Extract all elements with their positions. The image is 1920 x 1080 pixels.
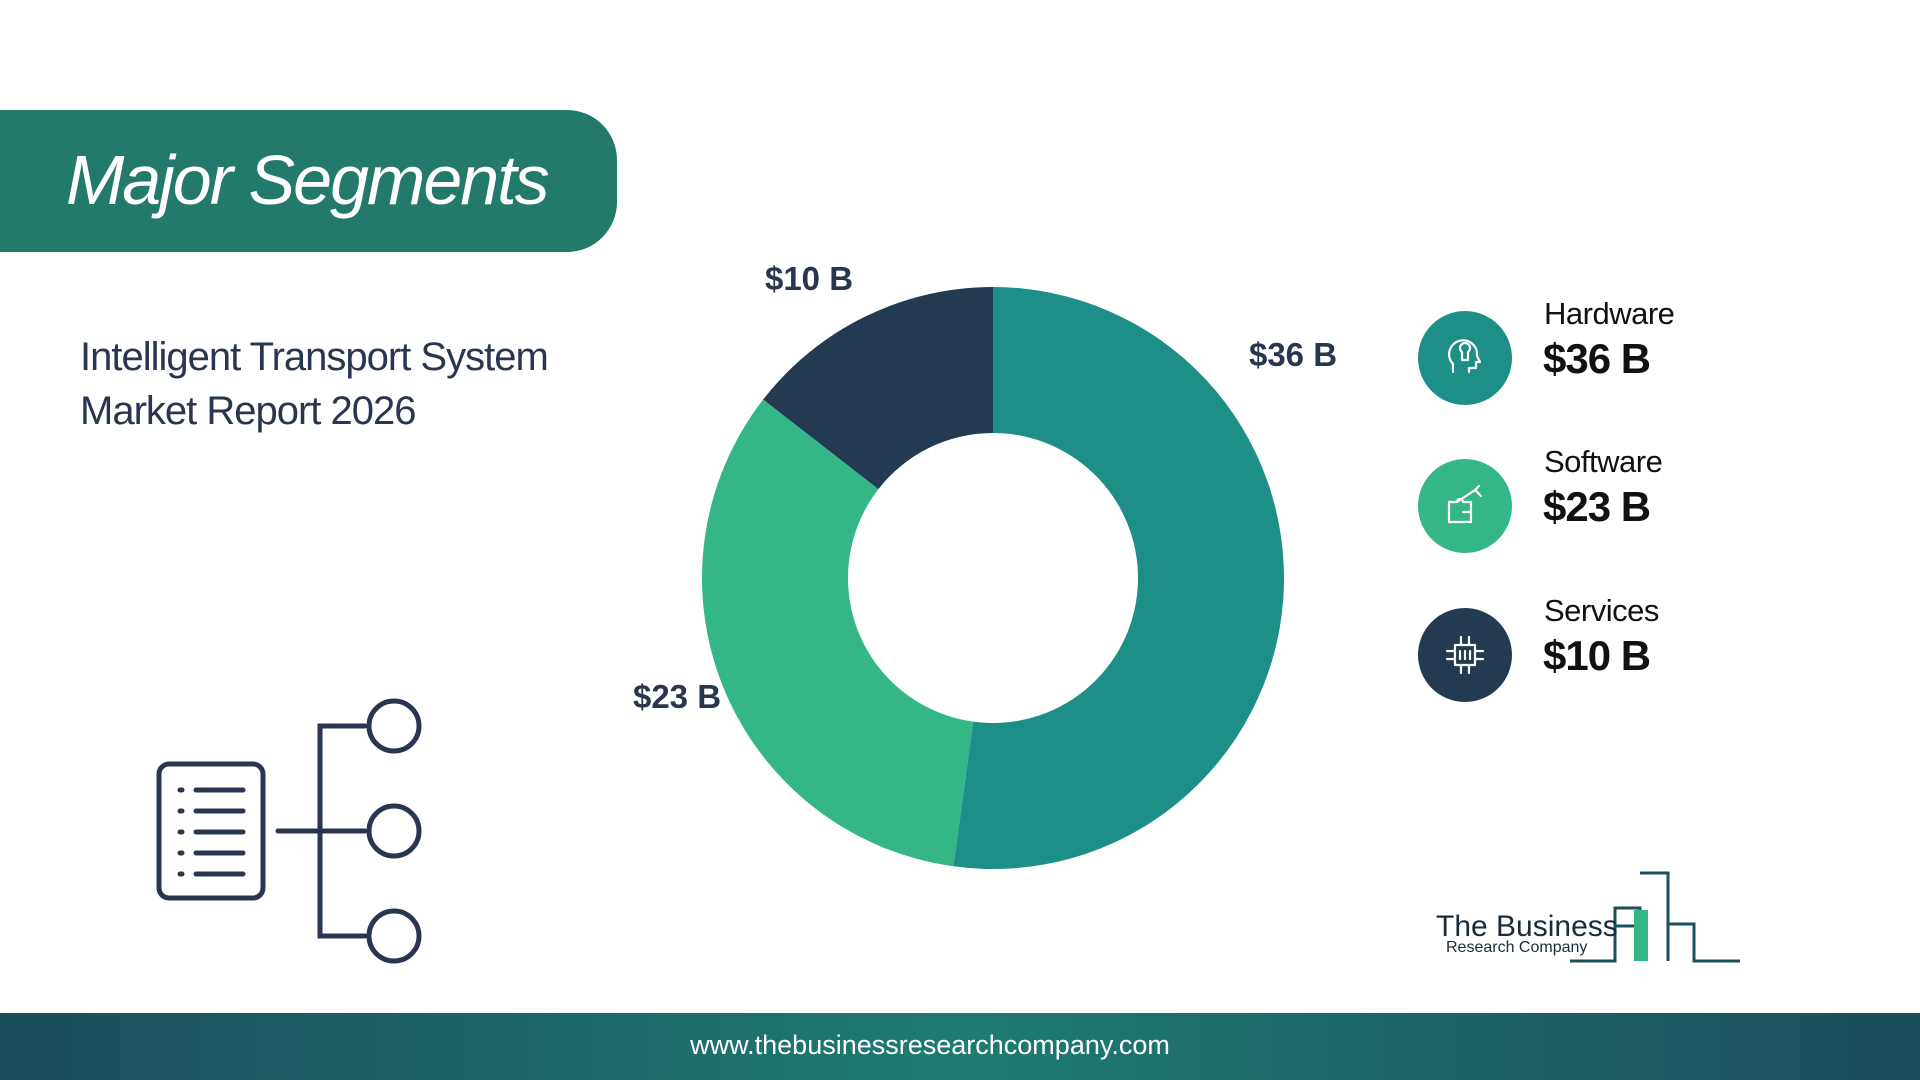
legend-glyph xyxy=(1448,339,1482,374)
donut-segment xyxy=(763,287,993,490)
logo-name: The Business xyxy=(1436,910,1618,943)
legend-name: Hardware xyxy=(1544,296,1674,331)
logo-subname: Research Company xyxy=(1446,939,1587,956)
legend-glyph xyxy=(1447,484,1483,524)
footer-url[interactable]: www.thebusinessresearchcompany.com xyxy=(689,1030,1170,1060)
legend-name: Services xyxy=(1544,593,1659,628)
footer xyxy=(0,1013,1920,1080)
data-label: $10 B xyxy=(765,260,853,297)
legend-item: Services $10 B xyxy=(1418,593,1659,702)
logo: The Business Research Company xyxy=(1436,871,1740,963)
legend-item: Hardware $36 B xyxy=(1418,296,1675,405)
title-banner xyxy=(0,110,617,252)
title: Major Segments xyxy=(66,141,549,219)
subtitle: Market Report 2026 xyxy=(80,389,416,433)
legend-icon xyxy=(1418,459,1512,553)
legend-item: Software $23 B xyxy=(1418,444,1663,553)
hierarchy-icon xyxy=(156,698,422,964)
data-label: $23 B xyxy=(633,678,721,715)
legend-name: Software xyxy=(1544,444,1662,479)
data-label: $36 B xyxy=(1249,336,1337,373)
subtitle: Intelligent Transport System xyxy=(80,335,548,379)
legend-value: $36 B xyxy=(1543,335,1650,382)
donut-segment xyxy=(953,287,1284,869)
legend-value: $23 B xyxy=(1543,483,1650,530)
legend-value: $10 B xyxy=(1543,632,1650,679)
legend-icon xyxy=(1418,311,1512,405)
donut-segment xyxy=(702,399,974,867)
legend-glyph xyxy=(1445,635,1485,675)
